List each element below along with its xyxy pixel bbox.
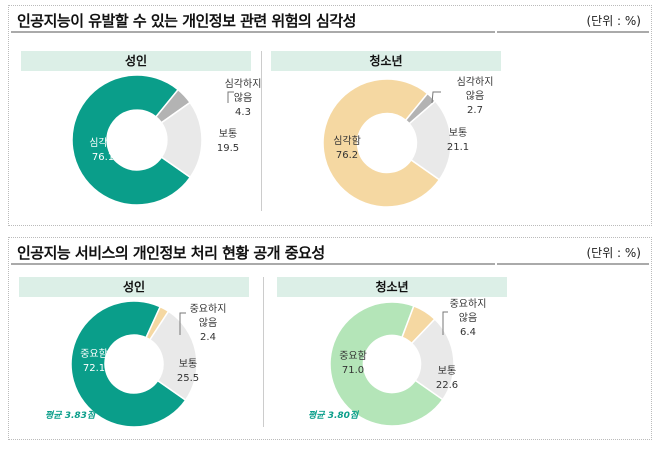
unit-label: (단위 : %) (586, 246, 641, 260)
slice-label-text: 보통 (437, 366, 457, 377)
slice-label: 심각함 76.1 (89, 137, 117, 165)
donut-slice (410, 318, 455, 401)
slice-label-text: 않음 (465, 91, 485, 102)
leader-line (442, 311, 448, 335)
donut-slice (71, 74, 192, 206)
donut-slice (70, 300, 187, 428)
slice-label: 보통 19.5 (217, 128, 239, 156)
subheader-youth: 청소년 (277, 277, 507, 297)
slice-label-text: 22.6 (435, 380, 459, 391)
slice-label-text: 중요함 (339, 351, 367, 362)
divider (263, 277, 264, 427)
chart-title: 인공지능 서비스의 개인정보 처리 현황 공개 중요성 (17, 244, 325, 262)
slice-label-text: 중요하지 (449, 299, 487, 310)
chart-panel-disclosure: 인공지능 서비스의 개인정보 처리 현황 공개 중요성 (단위 : %) 성인 … (8, 237, 652, 440)
slice-label: 보통 25.5 (177, 358, 199, 386)
slice-label-text: 4.3 (235, 107, 251, 118)
average-annotation: 평균 3.80점 (308, 411, 359, 421)
title-rule (11, 263, 495, 265)
slice-label-text: 않음 (233, 93, 253, 104)
leader-line (179, 312, 186, 335)
slice-label-text: 보통 (218, 129, 238, 140)
slice-label-text: 심각하지 (224, 79, 262, 90)
title-rule (497, 263, 649, 265)
slice-label-text: 않음 (198, 318, 218, 329)
slice-label: 보통 21.1 (447, 127, 469, 155)
slice-label-text: 중요하지 (189, 304, 227, 315)
chart-title: 인공지능이 유발할 수 있는 개인정보 관련 위험의 심각성 (17, 12, 356, 30)
slice-label: 중요함 72.1 (80, 348, 108, 376)
slice-label: 중요함 71.0 (339, 350, 367, 378)
slice-label-text: 6.4 (460, 327, 476, 338)
slice-label: 심각함 76.2 (333, 135, 361, 163)
slice-label-text: 76.2 (335, 150, 359, 161)
title-rule (11, 31, 495, 33)
slice-label-text: 19.5 (216, 143, 240, 154)
slice-label-text: 2.7 (467, 105, 483, 116)
slice-label-text: 보통 (448, 128, 468, 139)
slice-label: 보통 22.6 (436, 365, 458, 393)
slice-label-text: 2.4 (200, 332, 216, 343)
leader-line (227, 91, 234, 103)
donut-slice (408, 99, 452, 181)
chart-panel-risk: 인공지능이 유발할 수 있는 개인정보 관련 위험의 심각성 (단위 : %) … (8, 5, 652, 226)
slice-label-text: 71.0 (341, 365, 365, 376)
unit-label: (단위 : %) (586, 14, 641, 28)
slice-label-text: 심각하지 (456, 77, 494, 88)
subheader-adult: 성인 (19, 277, 249, 297)
subheader-adult: 성인 (21, 51, 251, 71)
slice-label-text: 않음 (458, 313, 478, 324)
donut-slice (148, 310, 198, 402)
slice-label-text: 21.1 (446, 142, 470, 153)
donut-slice (329, 301, 444, 427)
slice-label-text: 심각함 (89, 138, 117, 149)
donut-slice (322, 78, 441, 208)
slice-label-text: 72.1 (82, 363, 106, 374)
slice-label-text: 보통 (178, 359, 198, 370)
slice-label-text: 중요함 (80, 349, 108, 360)
slice-label-text: 25.5 (176, 373, 200, 384)
title-rule (497, 31, 649, 33)
subheader-youth: 청소년 (271, 51, 501, 71)
divider (261, 51, 262, 211)
slice-label-text: 심각함 (333, 136, 361, 147)
leader-line (431, 91, 441, 104)
average-annotation: 평균 3.83점 (45, 411, 96, 421)
donut-slice (160, 101, 203, 179)
slice-label-text: 76.1 (91, 152, 115, 163)
